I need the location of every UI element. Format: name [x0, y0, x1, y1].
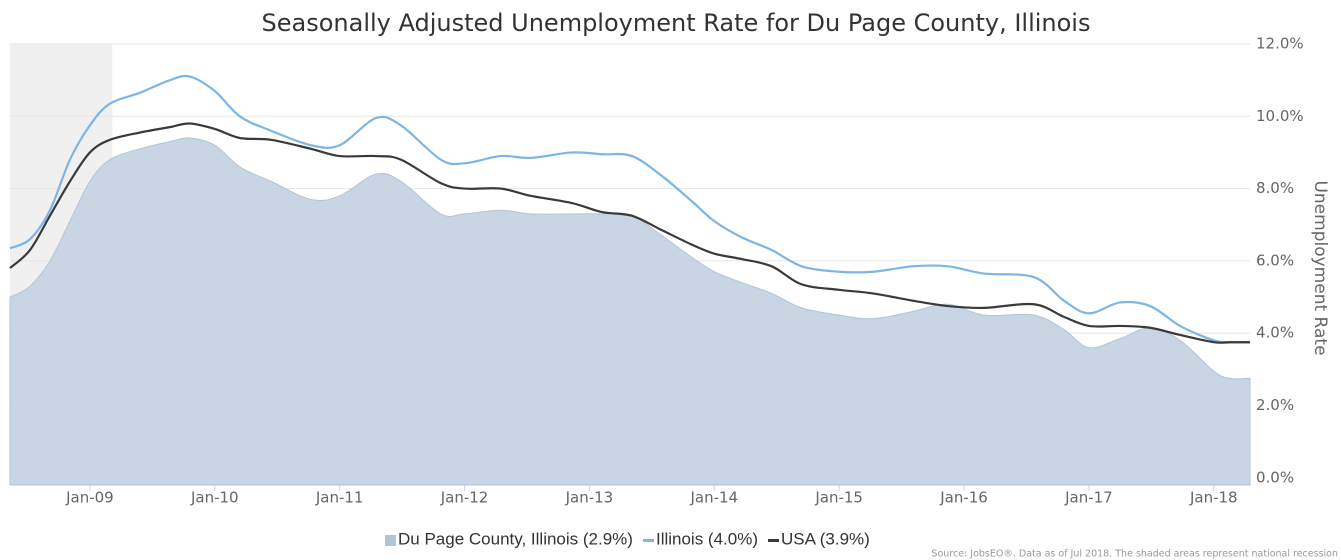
area [9, 137, 1251, 486]
y-tick-label: 2.0% [1256, 396, 1294, 414]
x-tick-label: Jan-17 [1064, 489, 1113, 507]
x-tick-label: Jan-18 [1189, 489, 1238, 507]
y-tick-label: 10.0% [1256, 107, 1304, 125]
legend-swatch [642, 539, 654, 542]
x-tick-label: Jan-09 [65, 489, 114, 507]
line [9, 122, 1250, 344]
x-tick-label: Jan-14 [689, 489, 738, 507]
y-tick-label: 8.0% [1256, 179, 1294, 197]
legend-label: USA (3.9%) [781, 529, 870, 548]
y-tick-label: 4.0% [1256, 324, 1294, 342]
x-tick-label: Jan-15 [814, 489, 863, 507]
x-tick-label: Jan-16 [939, 489, 988, 507]
legend-swatch [385, 535, 396, 546]
legend-label: Illinois (4.0%) [656, 529, 758, 548]
x-tick-label: Jan-13 [565, 489, 614, 507]
legend-label: Du Page County, Illinois (2.9%) [398, 529, 633, 548]
x-tick-label: Jan-11 [315, 489, 364, 507]
legend: Du Page County, Illinois (2.9%) Illinois … [385, 529, 870, 548]
line [9, 74, 1251, 344]
y-tick-label: 12.0% [1256, 35, 1304, 53]
x-tick-label: Jan-10 [190, 489, 239, 507]
legend-swatch [768, 539, 780, 542]
x-tick-label: Jan-12 [440, 489, 489, 507]
source-note: Source: JobsEO®. Data as of Jul 2018. Th… [931, 549, 1338, 560]
y-axis-title: Unemployment Rate [1310, 180, 1330, 355]
y-tick-label: 6.0% [1256, 251, 1294, 269]
chart-title: Seasonally Adjusted Unemployment Rate fo… [262, 9, 1091, 37]
y-tick-label: 0.0% [1256, 468, 1294, 486]
